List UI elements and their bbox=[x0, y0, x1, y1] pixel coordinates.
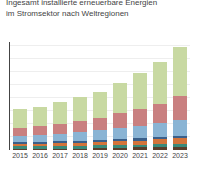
svg-text:2021: 2021 bbox=[132, 152, 148, 159]
svg-text:2022: 2022 bbox=[152, 152, 168, 159]
svg-text:2019: 2019 bbox=[92, 152, 108, 159]
svg-text:2016: 2016 bbox=[32, 152, 48, 159]
svg-text:2020: 2020 bbox=[112, 152, 128, 159]
svg-text:2017: 2017 bbox=[52, 152, 68, 159]
svg-text:2023: 2023 bbox=[172, 152, 188, 159]
svg-text:2015: 2015 bbox=[12, 152, 28, 159]
svg-text:Ingesamt installierte erneuerb: Ingesamt installierte erneuerbare Energi… bbox=[6, 0, 157, 17]
svg-text:2018: 2018 bbox=[72, 152, 88, 159]
